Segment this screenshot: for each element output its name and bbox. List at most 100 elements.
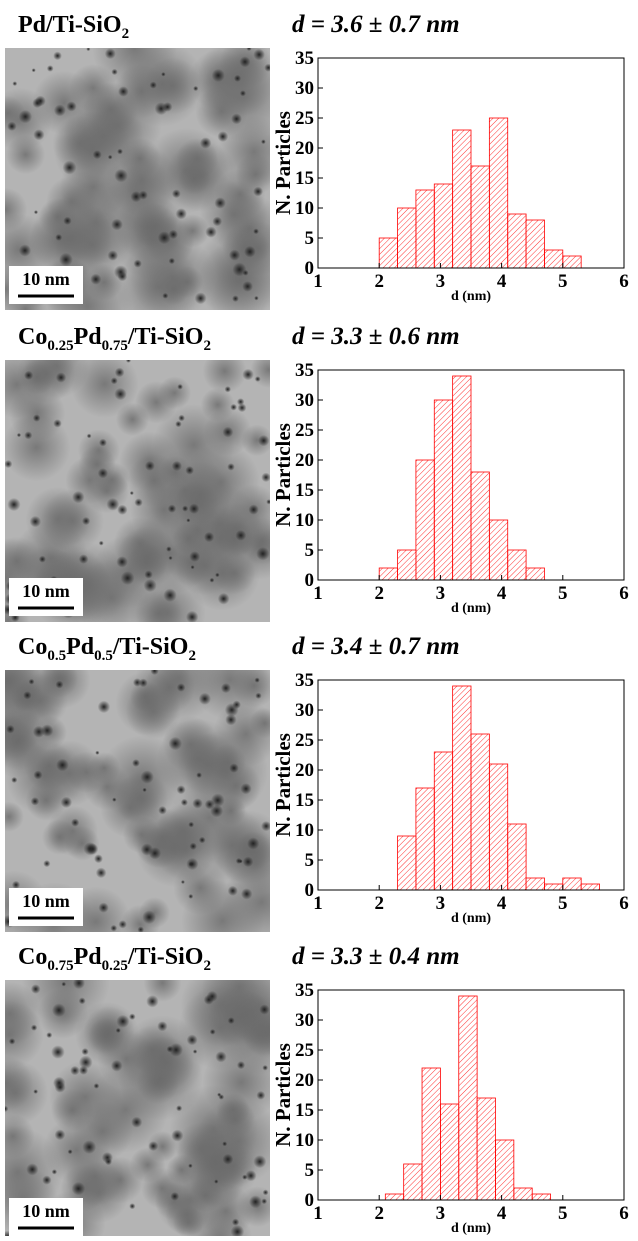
y-tick-label: 10	[295, 1130, 314, 1151]
particle	[118, 920, 127, 929]
image-content	[5, 670, 270, 932]
particle	[170, 1191, 180, 1201]
scale-bar-box	[9, 888, 83, 926]
particle	[211, 68, 225, 83]
particle	[131, 1116, 143, 1128]
subscript: 0.5	[47, 648, 66, 664]
particle	[33, 129, 45, 141]
y-axis-title: N. Particles	[271, 111, 295, 215]
particle	[55, 372, 67, 383]
particle	[214, 1179, 219, 1184]
bar	[452, 685, 472, 891]
y-tick-label: 5	[305, 1160, 315, 1181]
histogram: 0 5 10 15 20 25 30 35 1 2 3 4 5 6 d (nm) N. Particles	[271, 48, 629, 304]
particle	[7, 121, 17, 132]
scale-bar-label: 10 nm	[22, 891, 70, 911]
bar	[458, 995, 478, 1201]
particle	[114, 168, 128, 183]
y-tick-label: 0	[305, 1190, 315, 1211]
particle	[114, 387, 127, 401]
support-grain	[5, 1000, 44, 1069]
bar	[580, 883, 600, 891]
particle	[81, 516, 91, 526]
bar	[525, 877, 545, 891]
particle	[162, 292, 169, 299]
particle	[163, 588, 177, 602]
particle	[188, 1163, 193, 1169]
particle	[175, 208, 187, 220]
particle	[12, 81, 18, 87]
particle	[53, 419, 62, 428]
particle	[30, 1024, 38, 1031]
particle	[132, 759, 140, 767]
support-grain	[166, 1154, 197, 1185]
support-grain	[92, 48, 178, 92]
support-grain	[5, 1114, 35, 1159]
sample-title: Co0.75Pd0.25/Ti-SiO2	[18, 944, 211, 974]
particle	[148, 847, 162, 860]
particle	[33, 770, 43, 780]
support-grain	[5, 95, 26, 131]
tem-image: 10 nm	[5, 980, 270, 1241]
particle	[110, 924, 118, 932]
particle	[59, 252, 73, 267]
particle	[178, 414, 185, 422]
particle	[247, 837, 260, 850]
particle	[150, 670, 159, 676]
particle	[192, 1049, 198, 1054]
particle	[253, 1155, 267, 1169]
particle	[230, 403, 238, 411]
support-grain	[115, 670, 181, 736]
bar	[544, 249, 564, 269]
scale-bar-box	[9, 1198, 83, 1236]
particle	[134, 498, 143, 507]
particle	[235, 529, 247, 541]
support-grain	[250, 360, 270, 388]
y-tick-label: 5	[305, 540, 315, 561]
particle	[186, 518, 191, 523]
particle	[95, 750, 100, 755]
bar	[488, 763, 509, 891]
bar	[507, 213, 527, 269]
support-grain	[135, 381, 178, 424]
bar	[397, 835, 417, 891]
particle	[33, 210, 39, 215]
particle	[61, 981, 67, 987]
particle	[5, 1105, 9, 1113]
y-tick-label: 35	[295, 670, 314, 691]
y-tick-label: 25	[295, 108, 314, 129]
particle	[137, 926, 145, 932]
x-tick-label: 4	[497, 893, 507, 914]
particle	[248, 504, 259, 515]
particle	[203, 531, 215, 543]
particle	[43, 860, 51, 868]
bar	[507, 823, 527, 891]
particle	[72, 980, 85, 990]
image-content	[5, 360, 270, 622]
particle	[18, 109, 33, 124]
support-grain	[166, 461, 234, 529]
particle	[114, 367, 125, 378]
particle	[107, 250, 119, 261]
bar	[378, 567, 398, 581]
particle	[28, 678, 35, 685]
support-grain	[5, 134, 46, 175]
support-grain	[172, 1206, 205, 1238]
particle	[82, 1140, 97, 1155]
bar	[433, 751, 454, 891]
plot-frame	[317, 57, 625, 269]
particle	[242, 1174, 248, 1180]
particle	[180, 880, 185, 885]
bar	[439, 1103, 460, 1201]
support-grain	[5, 1055, 34, 1112]
sample-title: Co0.25Pd0.75/Ti-SiO2	[18, 324, 211, 354]
support-grain	[35, 740, 103, 807]
x-tick-label: 6	[619, 893, 629, 914]
bar	[488, 117, 509, 269]
particle	[168, 555, 173, 561]
particle	[189, 842, 197, 850]
plot-frame	[317, 989, 625, 1201]
y-tick-label: 25	[295, 730, 314, 751]
y-tick-label: 30	[295, 390, 314, 411]
particle	[198, 836, 206, 844]
